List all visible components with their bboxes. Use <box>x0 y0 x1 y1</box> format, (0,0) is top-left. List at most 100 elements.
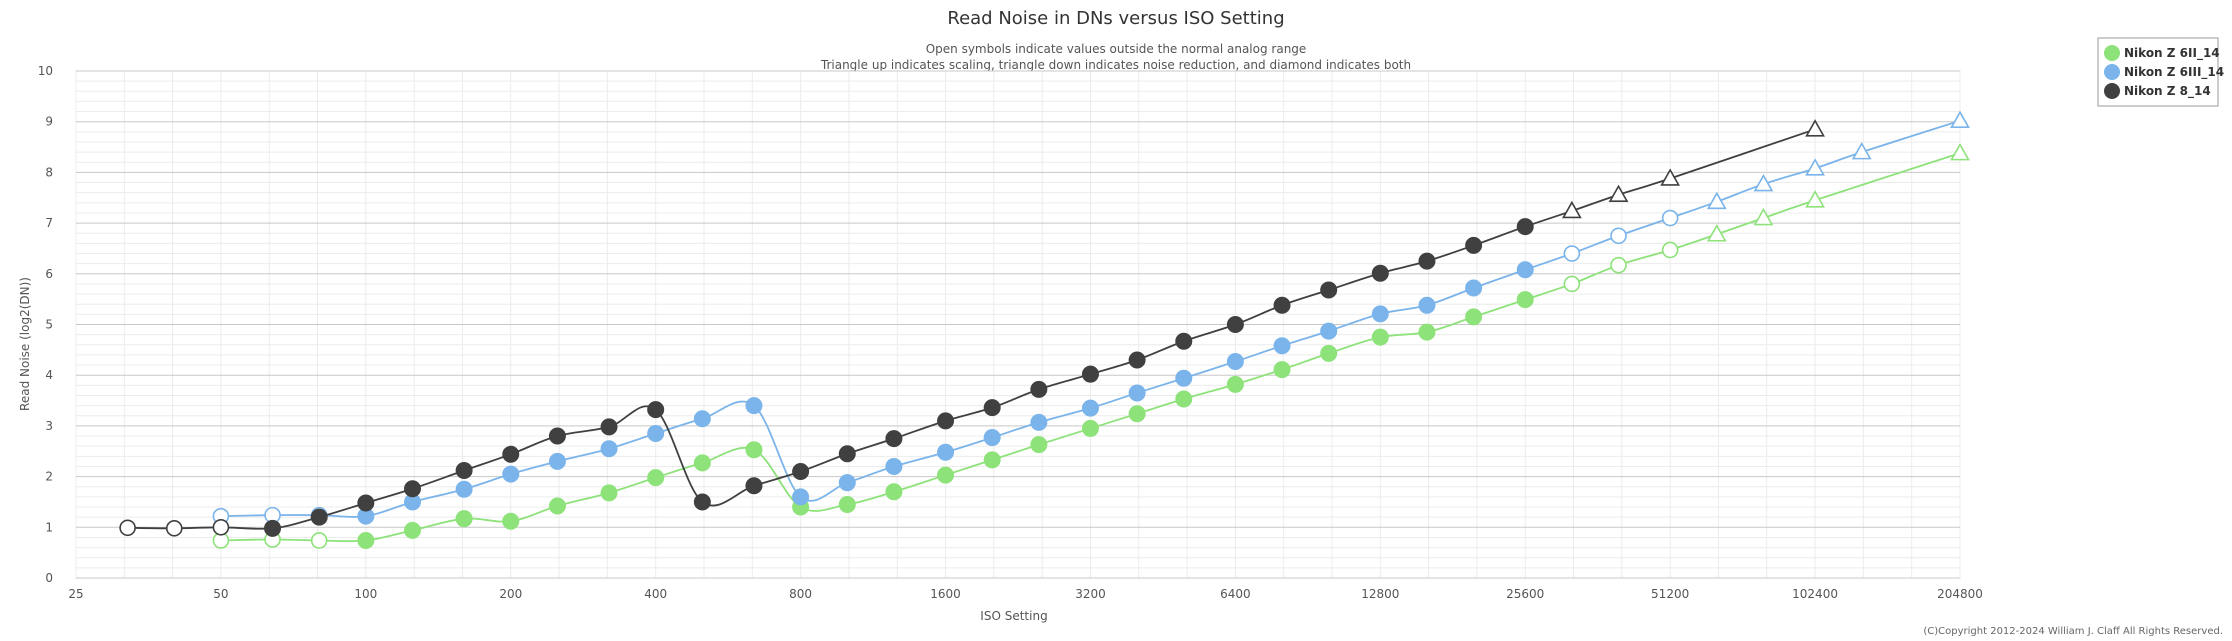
data-point <box>647 401 665 419</box>
data-point-open <box>1610 227 1627 245</box>
data-point <box>983 451 1001 469</box>
data-point <box>1465 308 1483 326</box>
data-point <box>838 474 856 492</box>
data-point <box>404 480 422 498</box>
data-point <box>1465 236 1483 254</box>
chart-title: Read Noise in DNs versus ISO Setting <box>947 8 1284 29</box>
x-tick-label: 1600 <box>930 587 961 601</box>
y-tick-label: 7 <box>45 216 53 230</box>
data-point-triangle <box>1851 141 1872 160</box>
data-point <box>937 466 955 484</box>
legend-marker-0 <box>2104 45 2120 61</box>
data-point-triangle <box>1562 200 1582 219</box>
data-point <box>983 399 1001 417</box>
data-point <box>1175 369 1193 387</box>
data-point <box>647 469 665 487</box>
y-tick-label: 2 <box>45 470 53 484</box>
data-point-triangle <box>1706 224 1727 242</box>
y-tick-label: 9 <box>45 115 53 129</box>
legend-item-2[interactable]: Nikon Z 8_14 <box>2104 83 2211 99</box>
y-tick-label: 5 <box>45 318 53 332</box>
data-point <box>1175 390 1193 408</box>
data-point <box>502 445 520 463</box>
y-tick-label: 6 <box>45 267 53 281</box>
y-tick-label: 1 <box>45 520 53 534</box>
x-tick-label: 6400 <box>1220 587 1251 601</box>
y-tick-label: 10 <box>38 64 53 78</box>
data-point <box>1320 344 1338 362</box>
data-point <box>1226 353 1244 371</box>
series-2 <box>119 119 1825 537</box>
x-tick-label: 50 <box>213 587 228 601</box>
x-tick-label: 200 <box>499 587 522 601</box>
y-tick-label: 4 <box>45 368 53 382</box>
legend-item-0[interactable]: Nikon Z 6II_14 <box>2104 45 2220 61</box>
data-point <box>548 497 566 515</box>
data-point <box>455 462 473 480</box>
data-point-open <box>1661 241 1679 259</box>
data-point-open <box>1661 209 1679 227</box>
data-point <box>792 488 810 506</box>
x-tick-label: 400 <box>644 587 667 601</box>
x-tick-label: 204800 <box>1937 587 1983 601</box>
x-tick-label: 100 <box>354 587 377 601</box>
data-point <box>455 480 473 498</box>
data-point <box>600 418 618 436</box>
data-point-triangle <box>1805 119 1825 137</box>
x-tick-label: 25600 <box>1506 587 1544 601</box>
x-axis-ticks: 25 50 100 200 400 800 1600 3200 6400 12800 25600 51… <box>68 587 1983 601</box>
legend[interactable]: Nikon Z 6II_14 Nikon Z 6III_14 Nikon Z 8… <box>2097 37 2224 107</box>
x-tick-label: 800 <box>789 587 812 601</box>
data-point <box>1418 296 1436 314</box>
data-point <box>600 484 618 502</box>
data-point-open <box>165 520 183 537</box>
x-tick-label: 3200 <box>1075 587 1106 601</box>
data-point-open <box>310 532 328 549</box>
data-point-triangle <box>1608 184 1629 203</box>
y-axis-title: Read Noise (log2(DN)) <box>18 277 32 411</box>
legend-label-2: Nikon Z 8_14 <box>2124 84 2211 99</box>
series-layer <box>119 110 1970 549</box>
data-point <box>885 457 903 475</box>
data-point <box>1128 384 1146 402</box>
data-point-open <box>1563 275 1581 293</box>
copyright-text: (C)Copyright 2012-2024 William J. Claff … <box>1923 626 2223 637</box>
data-point-open <box>119 519 136 537</box>
data-point <box>548 427 566 445</box>
chart-subtitle-line-1: Open symbols indicate values outside the… <box>926 42 1307 56</box>
data-point <box>357 531 375 549</box>
data-point <box>1320 281 1338 299</box>
data-point-triangle <box>1753 207 1774 226</box>
series-1 <box>212 110 1970 525</box>
data-point <box>693 493 711 511</box>
data-point <box>548 452 566 470</box>
data-point <box>745 441 763 459</box>
data-point <box>745 397 763 415</box>
data-point <box>502 465 520 483</box>
legend-item-1[interactable]: Nikon Z 6III_14 <box>2104 64 2224 80</box>
data-point <box>1465 279 1483 297</box>
x-tick-label: 51200 <box>1651 587 1689 601</box>
y-tick-label: 0 <box>45 571 53 585</box>
data-point <box>1128 405 1146 423</box>
data-point-triangle <box>1753 173 1774 192</box>
data-point-triangle <box>1706 191 1727 210</box>
series-0 <box>212 143 1970 549</box>
data-point <box>1273 296 1291 314</box>
data-point <box>647 425 665 443</box>
data-point-open <box>1610 256 1627 274</box>
data-point <box>1030 380 1048 398</box>
legend-marker-1 <box>2104 64 2120 80</box>
data-point-triangle <box>1660 168 1681 186</box>
data-point <box>1418 323 1436 341</box>
data-point <box>1273 337 1291 355</box>
legend-label-0: Nikon Z 6II_14 <box>2124 46 2220 61</box>
data-point <box>693 454 711 472</box>
x-tick-label: 102400 <box>1792 587 1838 601</box>
data-point <box>1320 322 1338 340</box>
data-point <box>1081 365 1099 383</box>
data-point <box>1128 351 1146 369</box>
data-point-open <box>212 518 230 536</box>
x-tick-label: 12800 <box>1361 587 1399 601</box>
